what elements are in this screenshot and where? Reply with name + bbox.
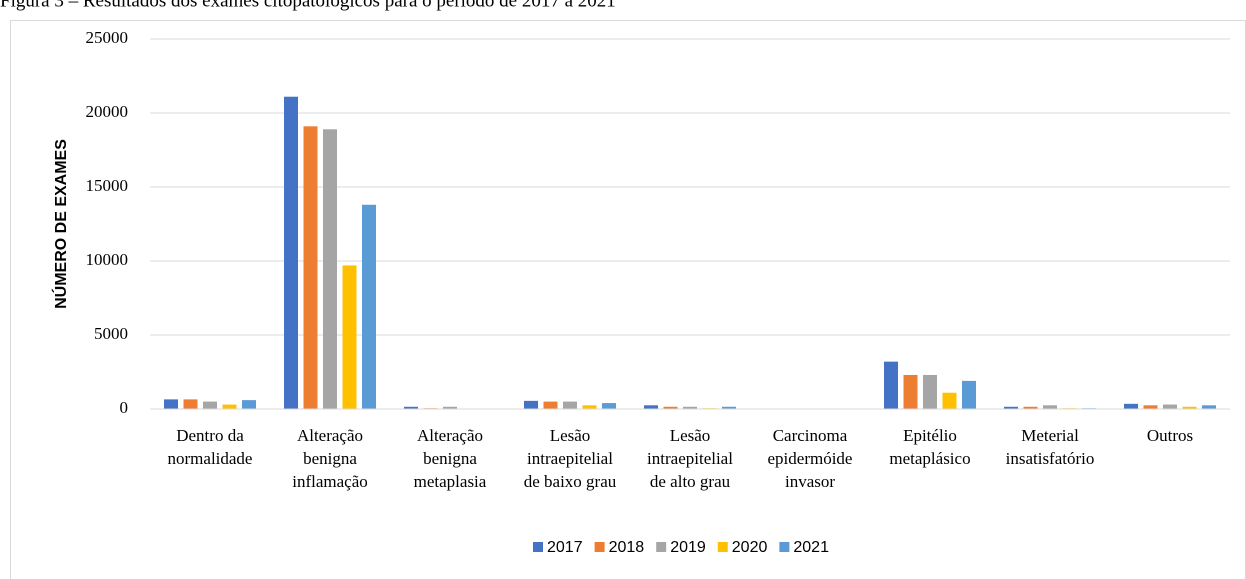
bar bbox=[1163, 404, 1177, 409]
bar bbox=[222, 404, 237, 409]
legend-label: 2020 bbox=[732, 539, 768, 556]
y-axis-label: NÚMERO DE EXAMES bbox=[51, 139, 70, 309]
bar bbox=[942, 392, 957, 409]
bar bbox=[1043, 405, 1057, 409]
bar bbox=[962, 380, 976, 409]
legend-swatch bbox=[779, 542, 790, 552]
x-tick-label: Alteração benigna inflamação bbox=[292, 426, 368, 491]
bar bbox=[1182, 406, 1197, 409]
bar bbox=[524, 400, 538, 409]
y-tick-label: 5000 bbox=[94, 324, 128, 343]
legend-label: 2017 bbox=[547, 539, 583, 556]
x-tick-label: Carcinoma epidermóide invasor bbox=[768, 426, 853, 491]
legend-swatch bbox=[717, 542, 728, 552]
bar bbox=[242, 400, 256, 409]
legend-label: 2019 bbox=[670, 539, 706, 556]
bar bbox=[203, 401, 217, 409]
y-tick-label: 10000 bbox=[86, 250, 129, 269]
bar bbox=[543, 401, 558, 409]
bar bbox=[644, 405, 658, 409]
bar bbox=[683, 406, 697, 409]
bar bbox=[903, 374, 918, 409]
bar bbox=[183, 399, 198, 409]
legend-label: 2018 bbox=[609, 539, 645, 556]
bar bbox=[362, 204, 376, 409]
legend-swatch bbox=[594, 542, 605, 552]
x-tick-label: Meterial insatisfatório bbox=[1006, 426, 1095, 468]
x-tick-label: Lesão intraepitelial de baixo grau bbox=[524, 426, 617, 491]
x-tick-label: Lesão intraepitelial de alto grau bbox=[647, 426, 733, 491]
x-tick-label: Outros bbox=[1147, 426, 1193, 445]
bar bbox=[582, 405, 597, 409]
bar bbox=[342, 265, 357, 409]
y-tick-label: 20000 bbox=[86, 102, 129, 121]
bar bbox=[284, 96, 298, 409]
bar bbox=[303, 126, 318, 409]
bar bbox=[443, 406, 457, 409]
bar bbox=[602, 403, 616, 409]
y-tick-label: 0 bbox=[120, 398, 129, 417]
bar bbox=[923, 374, 937, 409]
x-tick-label: Epitélio metaplásico bbox=[889, 426, 970, 468]
bar bbox=[1124, 403, 1138, 409]
bar bbox=[323, 129, 337, 409]
y-tick-label: 25000 bbox=[86, 28, 129, 47]
y-tick-label: 15000 bbox=[86, 176, 129, 195]
bar bbox=[663, 406, 678, 409]
legend-label: 2021 bbox=[793, 539, 829, 556]
bar bbox=[1023, 406, 1038, 409]
chart-title: Figura 3 – Resultados dos exames citopat… bbox=[0, 0, 616, 11]
bar bbox=[884, 361, 898, 409]
bar bbox=[722, 406, 736, 409]
chart-frame bbox=[10, 20, 1246, 579]
legend-swatch bbox=[656, 542, 667, 552]
bar bbox=[404, 406, 418, 409]
bar bbox=[563, 401, 577, 409]
legend-swatch bbox=[533, 542, 543, 552]
bar bbox=[164, 399, 178, 409]
bar bbox=[1143, 405, 1158, 409]
bar bbox=[1202, 405, 1216, 409]
x-tick-label: Alteração benigna metaplasia bbox=[414, 426, 487, 491]
bar bbox=[1004, 406, 1018, 409]
x-tick-label: Dentro da normalidade bbox=[168, 426, 253, 468]
